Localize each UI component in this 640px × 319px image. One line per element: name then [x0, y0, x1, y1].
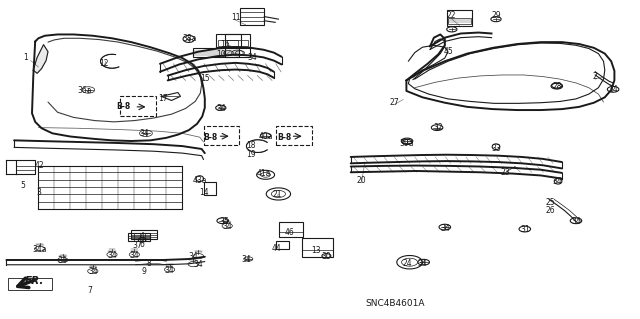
Bar	[128, 233, 150, 241]
Text: 34: 34	[216, 104, 226, 113]
Text: 34: 34	[417, 259, 428, 268]
Text: 34: 34	[241, 256, 252, 264]
Text: 34: 34	[107, 251, 117, 260]
Text: 21: 21	[273, 190, 282, 199]
Text: 34: 34	[188, 252, 198, 261]
Text: 30: 30	[321, 252, 332, 261]
Text: 41a: 41a	[257, 169, 271, 178]
Text: 28: 28	[552, 82, 561, 91]
Text: 22: 22	[447, 11, 456, 20]
Text: 4: 4	[140, 232, 145, 241]
Text: 17: 17	[158, 94, 168, 103]
Text: 46: 46	[284, 228, 294, 237]
Text: 25: 25	[545, 198, 556, 207]
Text: 33: 33	[491, 144, 501, 153]
Text: 27: 27	[389, 98, 399, 107]
Text: 34: 34	[88, 267, 98, 276]
Text: 39a: 39a	[400, 139, 414, 148]
Text: 34: 34	[164, 266, 175, 275]
Text: 7: 7	[87, 286, 92, 295]
Bar	[216, 34, 241, 47]
Text: 35: 35	[219, 217, 229, 226]
Text: 34: 34	[58, 256, 68, 265]
Text: 8: 8	[147, 259, 152, 268]
Text: 26: 26	[545, 206, 556, 215]
Text: 3: 3	[36, 189, 41, 197]
Text: 40a: 40a	[259, 132, 273, 141]
Bar	[8, 278, 52, 290]
Text: 34: 34	[608, 85, 618, 94]
Bar	[279, 222, 303, 237]
Text: 20: 20	[356, 176, 367, 185]
Text: 10: 10	[216, 50, 226, 59]
Text: B-8: B-8	[116, 102, 130, 111]
Text: 6: 6	[140, 240, 145, 249]
Text: 34: 34	[222, 222, 232, 231]
Bar	[120, 96, 156, 116]
Bar	[204, 126, 239, 145]
Text: 19: 19	[246, 150, 256, 159]
Text: B-8: B-8	[278, 133, 292, 142]
Text: 45: 45	[443, 47, 453, 56]
Text: 34: 34	[571, 217, 581, 226]
Text: B-8: B-8	[203, 133, 217, 142]
Text: 34: 34	[440, 224, 450, 233]
Text: 34: 34	[129, 251, 140, 260]
Text: 5: 5	[20, 181, 25, 189]
Text: 2: 2	[593, 72, 598, 81]
Bar	[447, 10, 472, 26]
Text: 9: 9	[141, 267, 147, 276]
Text: 34a: 34a	[33, 245, 47, 254]
Bar	[193, 48, 239, 57]
Text: 31: 31	[520, 225, 530, 234]
Bar	[227, 40, 248, 46]
Text: 37: 37	[132, 241, 143, 250]
Bar	[204, 182, 216, 195]
Text: 38a: 38a	[182, 34, 196, 43]
Text: 11: 11	[231, 13, 240, 22]
Text: 24: 24	[403, 259, 413, 268]
Text: 36a: 36a	[78, 86, 92, 95]
Bar	[225, 34, 250, 47]
Text: 42: 42	[35, 161, 45, 170]
Bar	[302, 238, 333, 257]
Text: 34: 34	[552, 177, 562, 186]
Text: 1: 1	[23, 53, 28, 62]
Text: 34: 34	[193, 260, 204, 269]
Polygon shape	[33, 45, 48, 73]
Text: 23: 23	[500, 168, 511, 177]
Text: 13: 13	[310, 246, 321, 255]
Bar	[225, 48, 250, 57]
Text: 44: 44	[271, 244, 282, 253]
Text: 18: 18	[246, 141, 255, 150]
Bar	[240, 8, 264, 25]
Bar	[448, 18, 471, 24]
Text: 14: 14	[198, 189, 209, 197]
Text: SNC4B4601A: SNC4B4601A	[366, 299, 425, 308]
Text: 43a: 43a	[193, 176, 207, 185]
Text: 16: 16	[220, 40, 230, 49]
Text: 34: 34	[247, 53, 257, 62]
Bar	[218, 40, 238, 46]
Bar	[131, 230, 157, 239]
Text: 12: 12	[100, 59, 109, 68]
Text: 32: 32	[433, 123, 444, 132]
Bar	[276, 126, 312, 145]
Text: FR.: FR.	[24, 276, 44, 286]
Text: 34: 34	[139, 130, 149, 138]
Bar	[276, 241, 289, 249]
Text: 29: 29	[491, 11, 501, 20]
Text: 15: 15	[200, 74, 210, 83]
